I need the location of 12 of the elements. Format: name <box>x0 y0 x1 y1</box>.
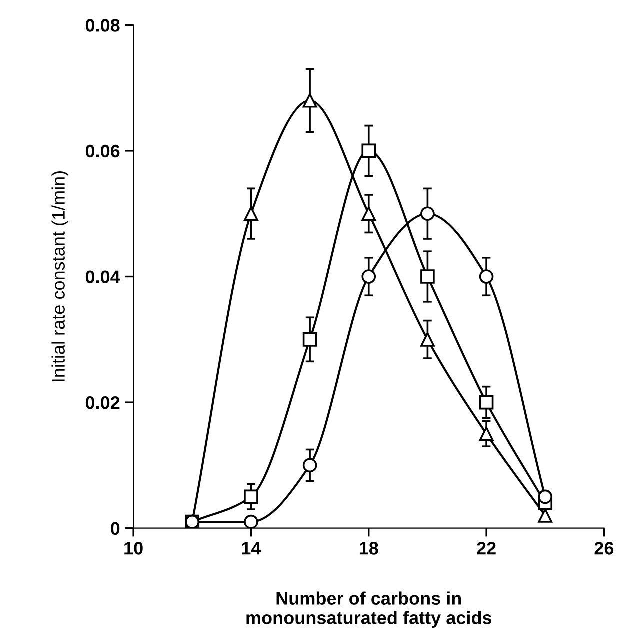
x-tick-label: 22 <box>477 542 496 555</box>
y-axis-title: Initial rate constant (1/min) <box>52 172 69 382</box>
x-axis-title: Number of carbons in monounsaturated fatty acids <box>246 592 492 628</box>
y-tick-label: 0.06 <box>86 144 120 158</box>
y-tick-label: 0.02 <box>86 396 120 410</box>
x-tick-label: 26 <box>594 542 614 555</box>
y-tick-label: 0.08 <box>86 19 120 32</box>
x-tick-label: 14 <box>242 542 262 555</box>
y-tick-label: 0.04 <box>86 270 120 284</box>
x-tick-label: 10 <box>124 542 143 555</box>
x-tick-label: 18 <box>360 542 378 555</box>
y-tick-label: 0 <box>111 522 120 536</box>
